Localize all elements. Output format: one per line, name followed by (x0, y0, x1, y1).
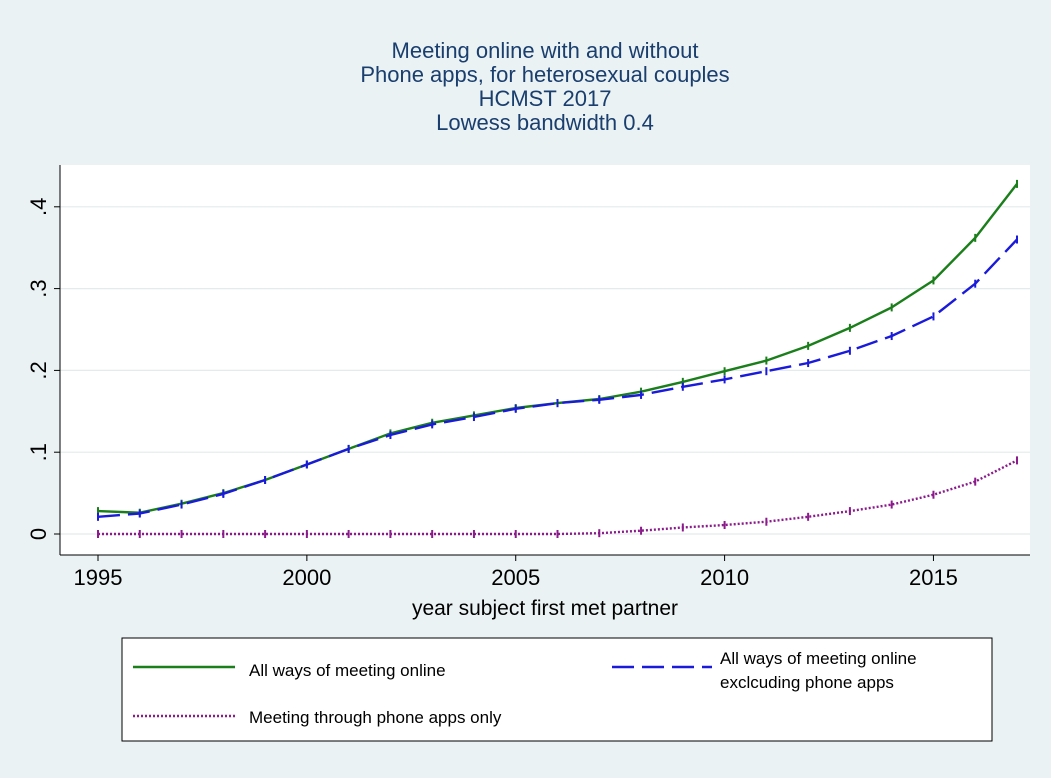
series-line-1 (97, 238, 1018, 518)
x-tick-label-3: 2010 (700, 565, 749, 590)
legend: All ways of meeting online All ways of me… (133, 649, 917, 727)
y-tick-label-3: .3 (26, 279, 51, 297)
title-line-2: HCMST 2017 (479, 86, 612, 111)
x-tick-label-1: 2000 (282, 565, 331, 590)
title-line-1: Phone apps, for heterosexual couples (360, 62, 729, 87)
legend-label-2: Meeting through phone apps only (249, 708, 502, 727)
series-line-2 (98, 459, 1018, 536)
y-tick-label-0: 0 (26, 528, 51, 540)
grid-lines (60, 206, 1030, 535)
x-axis-label: year subject first met partner (412, 597, 678, 620)
y-tick-label-4: .4 (26, 198, 51, 216)
series-layer (97, 179, 1018, 538)
axis-ticks: 0 .1 .2 .3 .4 1995 2000 2005 2010 2015 (26, 198, 958, 590)
y-tick-label-2: .2 (26, 361, 51, 379)
x-tick-label-0: 1995 (74, 565, 123, 590)
x-tick-label-2: 2005 (491, 565, 540, 590)
x-tick-label-4: 2015 (909, 565, 958, 590)
legend-box (121, 637, 993, 742)
title-line-3: Lowess bandwidth 0.4 (436, 110, 654, 135)
y-tick-label-1: .1 (26, 443, 51, 461)
plot-area (60, 165, 1030, 555)
title-line-0: Meeting online with and without (392, 38, 699, 63)
legend-label-0: All ways of meeting online (249, 661, 446, 680)
legend-label-1: All ways of meeting online exclcuding pho… (720, 649, 917, 692)
